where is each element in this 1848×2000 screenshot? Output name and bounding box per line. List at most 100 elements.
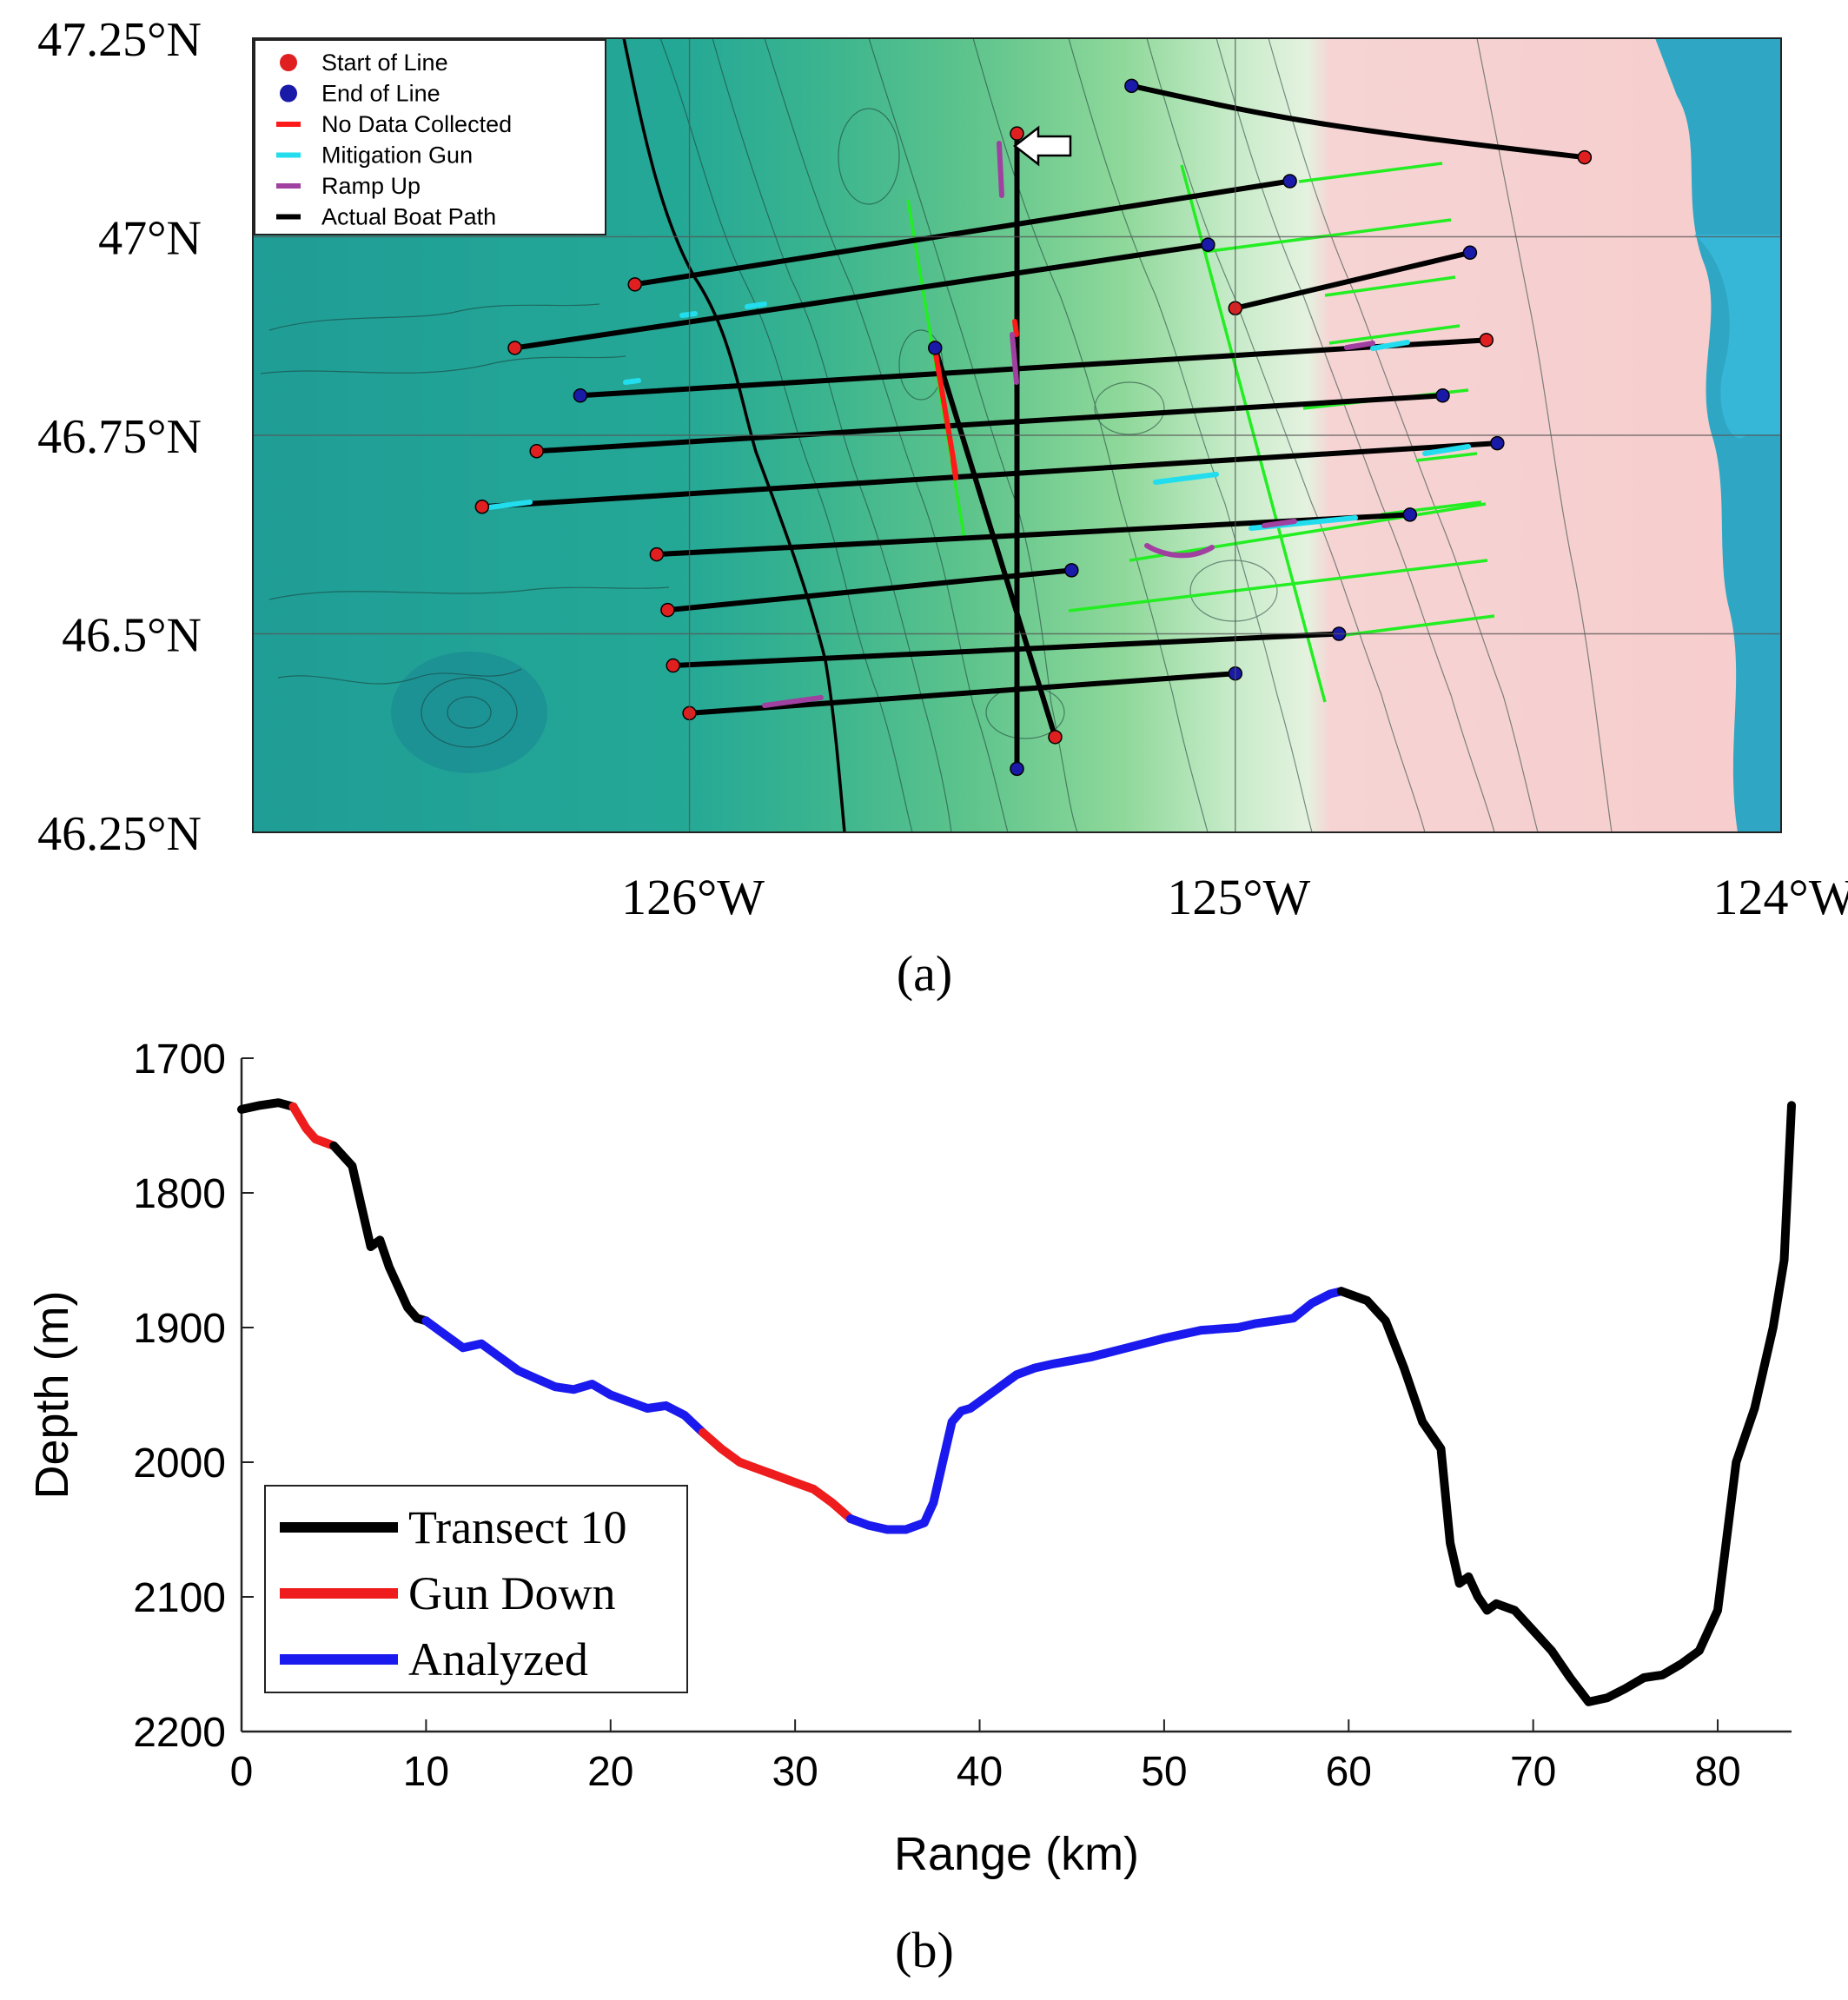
lon-tick-label: 125°W <box>1167 869 1310 925</box>
start-marker <box>666 658 680 673</box>
mitigation-segment <box>1370 340 1410 351</box>
lat-tick-label: 46.75°N <box>37 410 202 464</box>
depth-lines <box>237 1098 1796 1706</box>
legend-label: No Data Collected <box>321 111 512 137</box>
end-marker <box>1124 78 1139 94</box>
legend-label: Mitigation Gun <box>321 142 473 169</box>
lat-tick-label: 47.25°N <box>37 13 202 67</box>
mitigation-segment <box>623 378 641 385</box>
lat-tick-label: 46.25°N <box>37 807 202 861</box>
legend-marker <box>280 54 297 71</box>
x-tick-label: 70 <box>1510 1749 1556 1795</box>
start-marker <box>1048 730 1063 745</box>
line-markers <box>474 78 1593 777</box>
legend-label: End of Line <box>321 81 440 107</box>
y-tick-label: 2200 <box>133 1710 226 1756</box>
planned-line <box>1180 164 1327 703</box>
y-tick-label: 1800 <box>133 1171 226 1217</box>
boat-path <box>512 242 1211 351</box>
depth-series-gun-down <box>288 1102 339 1150</box>
x-axis-label: Range (km) <box>894 1828 1139 1880</box>
mitigation-segment <box>745 301 767 309</box>
legend-label: Ramp Up <box>321 173 421 199</box>
boat-path <box>1129 83 1587 161</box>
depth-axes: 0 10 20 30 40 50 60 70 80 1700 1800 1900 2000 2100 220… <box>26 1036 1792 1880</box>
end-marker <box>1282 174 1297 189</box>
map-panel: 47.25°N 47°N 46.75°N 46.5°N 46.25°N 126°W 125… <box>37 13 1848 925</box>
planned-line <box>1298 162 1443 183</box>
end-marker <box>1064 563 1079 578</box>
depth-series-analyzed <box>421 1316 707 1437</box>
legend-box <box>254 39 606 235</box>
ramp-up-segment <box>1010 332 1019 385</box>
mitigation-segment <box>1422 444 1471 456</box>
no-data-segment <box>931 341 958 476</box>
depth-legend: Transect 10 Gun Down Analyzed <box>264 1485 688 1693</box>
longitude-labels: 126°W 125°W 124°W <box>621 869 1848 925</box>
start-marker <box>507 341 522 355</box>
start-marker <box>474 500 490 514</box>
mitigation-segment <box>1153 472 1219 485</box>
x-tick-label: 40 <box>957 1749 1003 1795</box>
end-marker <box>1402 507 1418 522</box>
no-data-segment <box>1012 319 1019 337</box>
no-data-segment <box>950 458 958 480</box>
start-marker <box>1479 333 1494 348</box>
planned-line <box>1337 614 1495 638</box>
y-axis-label: Depth (m) <box>26 1290 78 1499</box>
panel-a-caption: (a) <box>897 945 952 1002</box>
x-tick-label: 80 <box>1694 1749 1740 1795</box>
boat-path <box>479 440 1500 510</box>
panel-b-caption: (b) <box>895 1922 954 1978</box>
planned-line <box>1068 559 1488 613</box>
planned-line <box>1202 218 1452 254</box>
start-marker <box>529 444 544 459</box>
legend-label: Start of Line <box>321 50 448 76</box>
map-frame <box>252 37 1782 833</box>
end-marker <box>573 388 588 403</box>
depth-legend-label: Gun Down <box>408 1567 616 1619</box>
depth-panel: 0 10 20 30 40 50 60 70 80 1700 1800 1900 2000 2100 220… <box>26 1036 1796 1880</box>
end-marker <box>1435 388 1450 403</box>
boat-path <box>1232 249 1473 311</box>
arrow-icon <box>1012 125 1072 167</box>
y-tick-label: 1900 <box>133 1306 226 1352</box>
planned-line <box>1328 324 1461 345</box>
depth-legend-label: Analyzed <box>408 1633 588 1685</box>
x-tick-label: 60 <box>1326 1749 1372 1795</box>
x-tick-label: 0 <box>230 1749 254 1795</box>
planned-line <box>1324 275 1456 297</box>
x-tick-label: 30 <box>772 1749 818 1795</box>
end-marker <box>1201 237 1215 252</box>
start-marker <box>1577 149 1593 165</box>
map-legend: Start of Line End of Line No Data Collecte… <box>254 39 606 235</box>
lat-tick-label: 46.5°N <box>62 609 202 663</box>
latitude-labels: 47.25°N 47°N 46.75°N 46.5°N 46.25°N <box>37 13 202 861</box>
boat-paths <box>479 83 1587 772</box>
ramp-up-segment <box>762 695 824 708</box>
lat-tick-label: 47°N <box>98 212 202 266</box>
end-marker <box>928 341 943 355</box>
bathymetry-contours <box>260 38 1613 832</box>
ramp-up-segment <box>1144 543 1215 559</box>
status-segments <box>480 141 1471 708</box>
lon-tick-label: 126°W <box>621 869 765 925</box>
boat-path <box>686 671 1238 716</box>
legend-label: Actual Boat Path <box>321 204 496 230</box>
end-marker <box>1490 435 1505 451</box>
mitigation-segment <box>679 311 698 318</box>
lon-tick-label: 124°W <box>1713 869 1848 925</box>
depth-series-transect-10 <box>1336 1101 1796 1706</box>
mitigation-segment <box>480 500 533 511</box>
y-tick-label: 2100 <box>133 1575 226 1621</box>
boat-path <box>577 337 1489 399</box>
deep-basin-patch <box>391 652 547 773</box>
x-tick-label: 20 <box>587 1749 633 1795</box>
depth-series-transect-10 <box>237 1098 298 1114</box>
end-marker <box>1462 245 1478 261</box>
start-marker <box>627 277 642 292</box>
end-marker <box>1010 761 1024 777</box>
coastline-bay <box>1694 235 1781 439</box>
boat-path <box>670 631 1342 669</box>
